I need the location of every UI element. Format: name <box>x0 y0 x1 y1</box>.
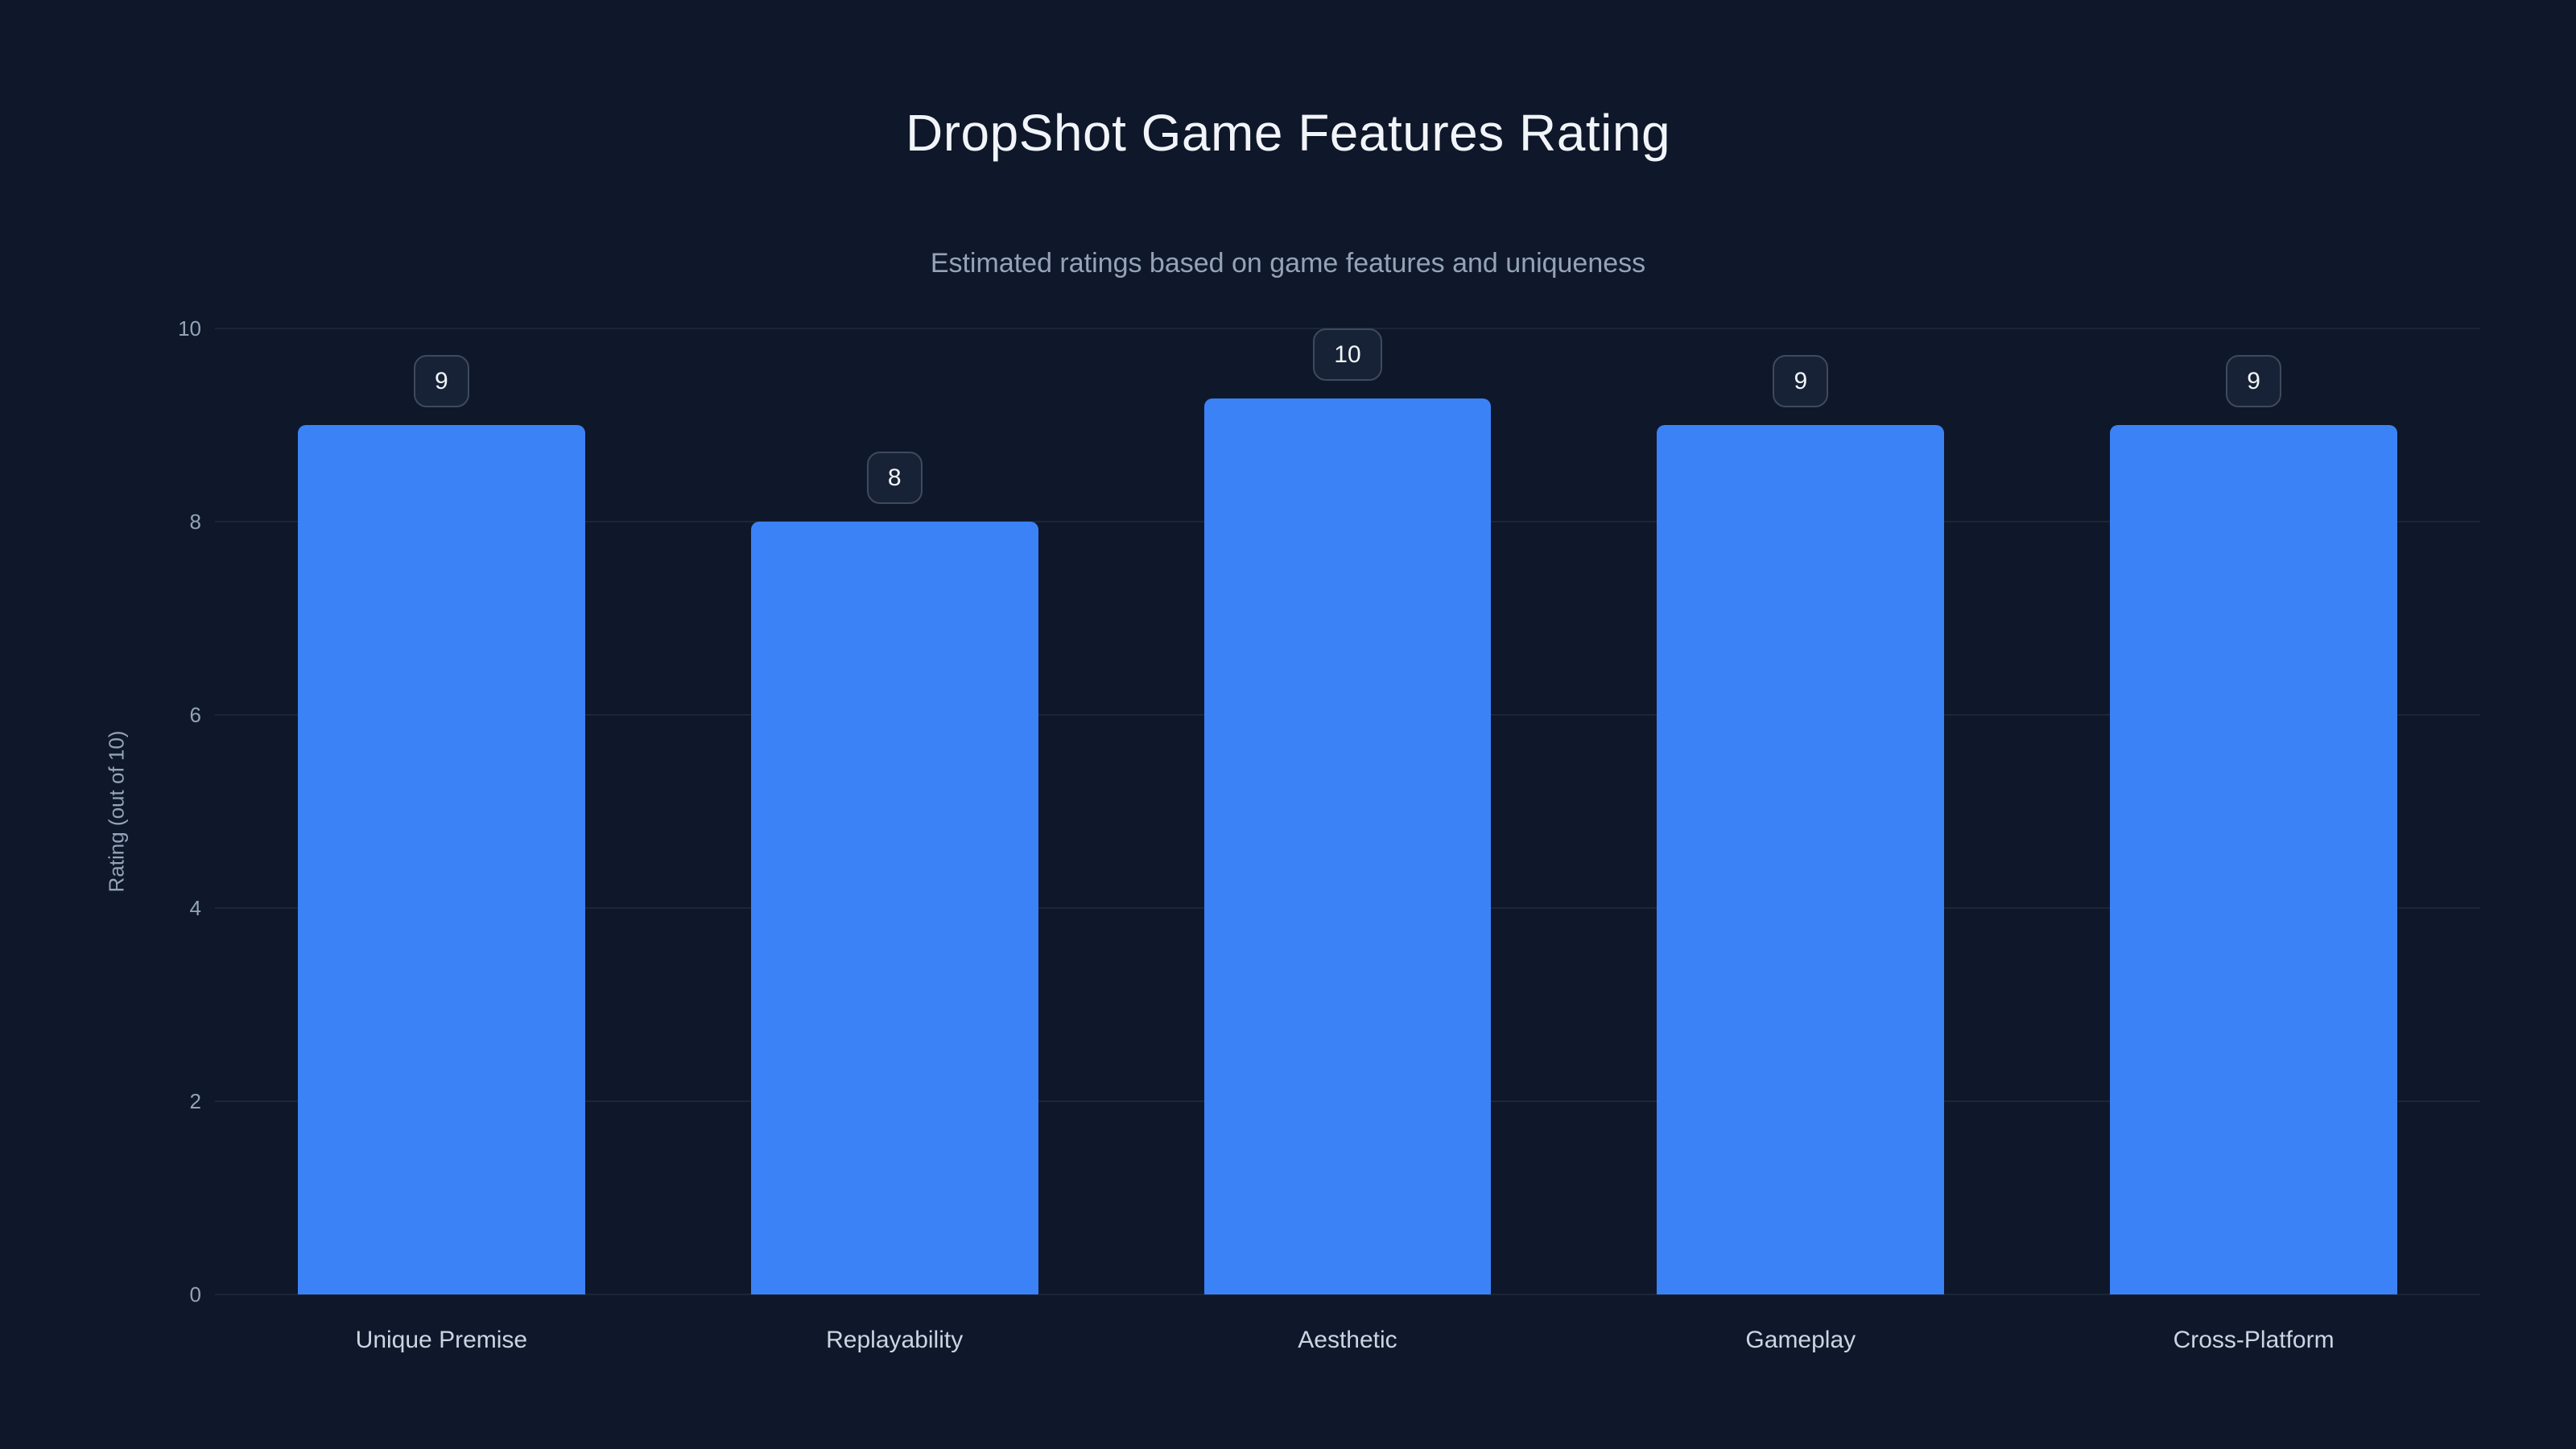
value-badge: 9 <box>2226 355 2281 407</box>
y-axis-ticks: 0 2 4 6 8 10 <box>0 318 201 1305</box>
chart-title: DropShot Game Features Rating <box>905 104 1671 162</box>
bar <box>1203 398 1492 1294</box>
bar-slot: 9 <box>1574 328 2027 1294</box>
bar-slot: 10 <box>1121 328 1575 1294</box>
x-category-label: Cross-Platform <box>2173 1327 2334 1353</box>
x-axis-labels: Unique Premise Replayability Aesthetic Game… <box>215 1327 2480 1354</box>
chart-subtitle: Estimated ratings based on game features… <box>930 248 1646 279</box>
value-badge: 10 <box>1313 328 1382 381</box>
y-tick-label: 0 <box>189 1282 201 1307</box>
bar-slot: 9 <box>215 328 668 1294</box>
value-badge: 9 <box>414 355 469 407</box>
x-category-label: Unique Premise <box>355 1327 528 1353</box>
x-category-label: Gameplay <box>1745 1327 1856 1353</box>
bars: 9 8 10 9 9 <box>215 328 2480 1294</box>
y-tick-label: 8 <box>189 510 201 534</box>
bar <box>1657 425 1945 1294</box>
plot-area: 9 8 10 9 9 <box>215 328 2480 1295</box>
bar-slot: 9 <box>2027 328 2480 1294</box>
y-tick-label: 4 <box>189 896 201 920</box>
value-badge: 9 <box>1773 355 1829 407</box>
bar <box>2110 425 2397 1294</box>
y-tick-label: 2 <box>189 1089 201 1113</box>
y-tick-label: 6 <box>189 703 201 727</box>
gridline <box>215 1294 2480 1295</box>
bar <box>297 425 585 1294</box>
value-badge: 8 <box>866 452 923 504</box>
x-category-label: Replayability <box>826 1327 964 1353</box>
bar-slot: 8 <box>668 328 1121 1294</box>
y-tick-label: 10 <box>178 316 201 341</box>
x-category-label: Aesthetic <box>1298 1327 1397 1353</box>
bar <box>750 522 1038 1294</box>
